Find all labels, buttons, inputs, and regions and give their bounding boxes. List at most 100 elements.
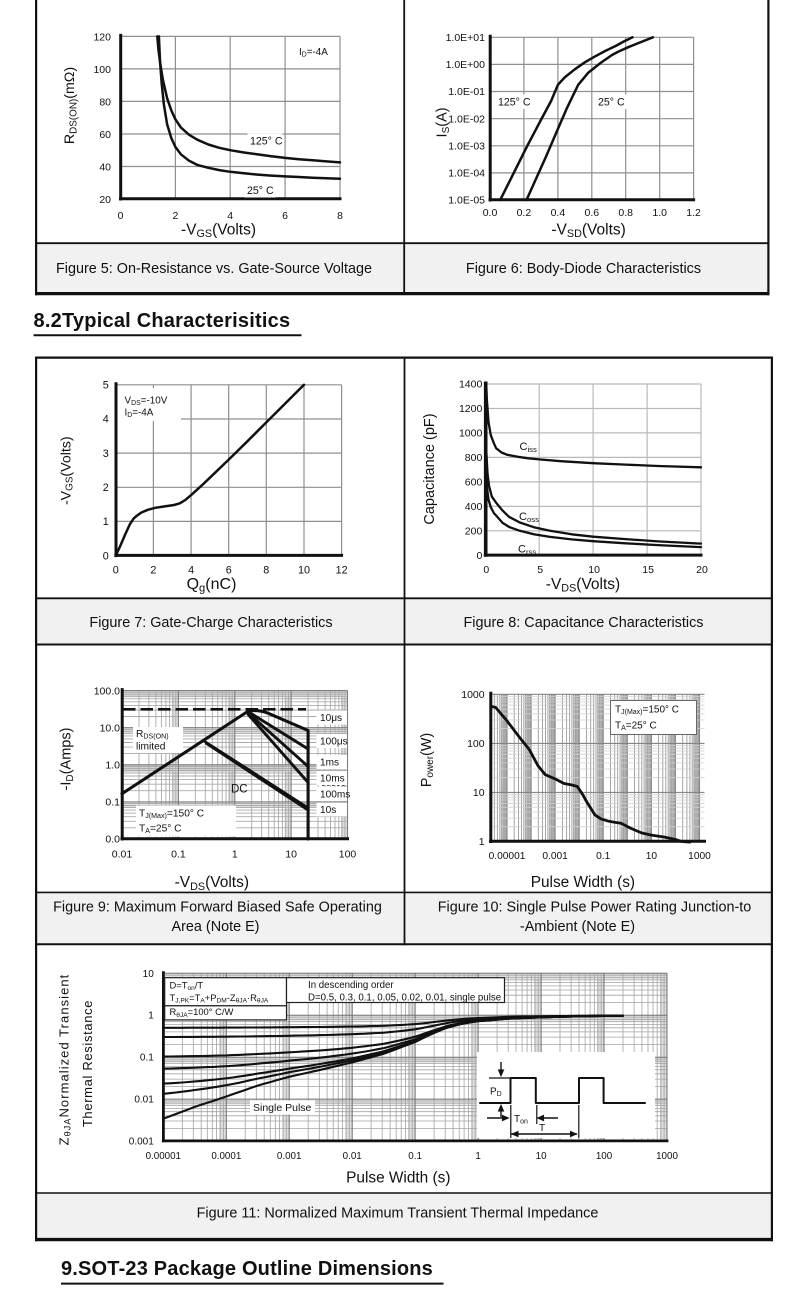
svg-text:10: 10 xyxy=(473,787,485,799)
svg-text:Figure 11: Normalized Maximum: Figure 11: Normalized Maximum Transient … xyxy=(197,1206,599,1222)
svg-text:200: 200 xyxy=(465,526,483,538)
svg-text:TJ(Max)=150° C: TJ(Max)=150° C xyxy=(139,809,204,821)
svg-text:100ms: 100ms xyxy=(320,790,350,801)
svg-text:800: 800 xyxy=(465,452,483,464)
svg-text:0.0: 0.0 xyxy=(105,834,120,846)
svg-text:RDS(ON): RDS(ON) xyxy=(136,729,169,741)
svg-text:0.0001: 0.0001 xyxy=(211,1151,241,1162)
svg-text:0.001: 0.001 xyxy=(129,1137,154,1148)
svg-text:Thermal Resistance: Thermal Resistance xyxy=(80,1000,95,1127)
svg-text:3: 3 xyxy=(103,448,109,460)
svg-text:10: 10 xyxy=(143,969,155,980)
svg-text:1: 1 xyxy=(475,1151,480,1162)
svg-text:5: 5 xyxy=(537,564,543,576)
svg-text:125° C: 125° C xyxy=(498,97,531,109)
svg-text:Power(W): Power(W) xyxy=(419,733,436,787)
svg-text:RDS(ON)(mΩ): RDS(ON)(mΩ) xyxy=(62,67,79,144)
svg-text:10ms: 10ms xyxy=(320,774,345,785)
svg-text:1: 1 xyxy=(232,849,238,861)
svg-text:60: 60 xyxy=(99,129,111,141)
svg-text:T: T xyxy=(539,1123,545,1134)
svg-text:12: 12 xyxy=(336,564,348,576)
svg-text:125° C: 125° C xyxy=(250,136,283,148)
svg-text:0.6: 0.6 xyxy=(584,207,599,219)
svg-text:20: 20 xyxy=(696,564,708,576)
svg-text:1: 1 xyxy=(103,516,109,528)
svg-text:5: 5 xyxy=(103,380,109,392)
svg-text:2: 2 xyxy=(103,482,109,494)
svg-text:1.0E-04: 1.0E-04 xyxy=(448,168,485,180)
svg-text:1200: 1200 xyxy=(459,403,483,415)
svg-text:10: 10 xyxy=(536,1151,547,1162)
svg-text:0.8: 0.8 xyxy=(618,207,633,219)
svg-text:2: 2 xyxy=(150,564,156,576)
svg-text:10s: 10s xyxy=(320,805,336,816)
svg-text:1400: 1400 xyxy=(459,379,483,391)
svg-text:100.0: 100.0 xyxy=(94,685,120,697)
svg-text:-VDS(Volts): -VDS(Volts) xyxy=(546,576,620,595)
svg-text:TJ,PK=TA+PDM-ZθJA·RθJA: TJ,PK=TA+PDM-ZθJA·RθJA xyxy=(170,992,269,1005)
svg-text:10: 10 xyxy=(588,564,600,576)
svg-text:100: 100 xyxy=(339,849,357,861)
svg-text:Figure 9: Maximum Forward Bias: Figure 9: Maximum Forward Biased Safe Op… xyxy=(53,899,382,915)
svg-text:-VSD(Volts): -VSD(Volts) xyxy=(551,222,625,241)
svg-text:1.0: 1.0 xyxy=(652,207,667,219)
svg-text:PD: PD xyxy=(490,1087,502,1099)
svg-text:1.0E-01: 1.0E-01 xyxy=(448,86,485,98)
svg-text:D=0.5, 0.3, 0.1, 0.05, 0.02, 0: D=0.5, 0.3, 0.1, 0.05, 0.02, 0.01, singl… xyxy=(308,992,501,1003)
svg-text:IS(A): IS(A) xyxy=(435,107,453,137)
svg-text:0.01: 0.01 xyxy=(112,849,133,861)
svg-text:Single Pulse: Single Pulse xyxy=(253,1102,312,1114)
svg-text:80: 80 xyxy=(99,96,111,108)
svg-text:1: 1 xyxy=(148,1011,154,1022)
svg-text:Coss: Coss xyxy=(519,511,539,524)
svg-text:VDS=-10V: VDS=-10V xyxy=(125,396,168,408)
svg-text:TJ(Max)=150° C: TJ(Max)=150° C xyxy=(615,705,679,717)
svg-text:Pulse Width (s): Pulse Width (s) xyxy=(531,874,635,891)
svg-text:1ms: 1ms xyxy=(320,758,339,769)
svg-text:1000: 1000 xyxy=(459,428,483,440)
svg-text:4: 4 xyxy=(227,210,233,222)
svg-text:6: 6 xyxy=(282,210,288,222)
svg-text:Figure 6: Body-Diode Character: Figure 6: Body-Diode Characteristics xyxy=(466,261,701,277)
svg-text:Figure 8: Capacitance Characte: Figure 8: Capacitance Characteristics xyxy=(464,615,704,631)
svg-text:10.0: 10.0 xyxy=(100,722,121,734)
svg-text:0: 0 xyxy=(476,550,482,562)
svg-text:10: 10 xyxy=(646,851,658,862)
svg-text:ID=-4A: ID=-4A xyxy=(125,408,154,420)
svg-text:Figure 10: Single Pulse Power: Figure 10: Single Pulse Power Rating Jun… xyxy=(438,899,752,915)
svg-text:TA=25° C: TA=25° C xyxy=(615,721,657,733)
svg-text:0.1: 0.1 xyxy=(596,851,610,862)
svg-text:1.0E-03: 1.0E-03 xyxy=(448,141,485,153)
svg-text:0: 0 xyxy=(118,210,124,222)
svg-text:25° C: 25° C xyxy=(247,185,274,197)
svg-text:40: 40 xyxy=(99,162,111,174)
svg-text:4: 4 xyxy=(188,564,194,576)
svg-text:-VDS(Volts): -VDS(Volts) xyxy=(175,874,249,893)
svg-text:0.01: 0.01 xyxy=(134,1095,154,1106)
svg-text:Figure 7: Gate-Charge Characte: Figure 7: Gate-Charge Characteristics xyxy=(89,615,332,631)
svg-text:0.1: 0.1 xyxy=(105,797,120,809)
svg-text:-VGS(Volts): -VGS(Volts) xyxy=(181,222,256,241)
svg-text:1000: 1000 xyxy=(688,851,711,862)
svg-text:Qg(nC): Qg(nC) xyxy=(187,576,237,595)
svg-text:1000: 1000 xyxy=(656,1151,678,1162)
svg-text:-ID(Amps): -ID(Amps) xyxy=(58,728,76,791)
svg-text:ZθJANormalized Transient: ZθJANormalized Transient xyxy=(56,974,72,1146)
svg-text:0.1: 0.1 xyxy=(171,849,186,861)
svg-text:6: 6 xyxy=(226,564,232,576)
svg-text:1.0E+00: 1.0E+00 xyxy=(446,59,486,71)
svg-text:0.00001: 0.00001 xyxy=(146,1151,181,1162)
svg-text:400: 400 xyxy=(465,501,483,513)
svg-text:0.001: 0.001 xyxy=(542,851,568,862)
svg-text:25° C: 25° C xyxy=(598,97,625,109)
svg-text:Ton: Ton xyxy=(514,1114,528,1126)
svg-text:1.2: 1.2 xyxy=(686,207,701,219)
svg-text:0.0: 0.0 xyxy=(483,207,498,219)
svg-text:10μs: 10μs xyxy=(320,713,342,724)
svg-text:Ciss: Ciss xyxy=(520,441,538,454)
svg-text:Crss: Crss xyxy=(518,544,536,557)
svg-text:2: 2 xyxy=(172,210,178,222)
svg-text:0.2: 0.2 xyxy=(517,207,532,219)
svg-text:120: 120 xyxy=(93,31,111,43)
